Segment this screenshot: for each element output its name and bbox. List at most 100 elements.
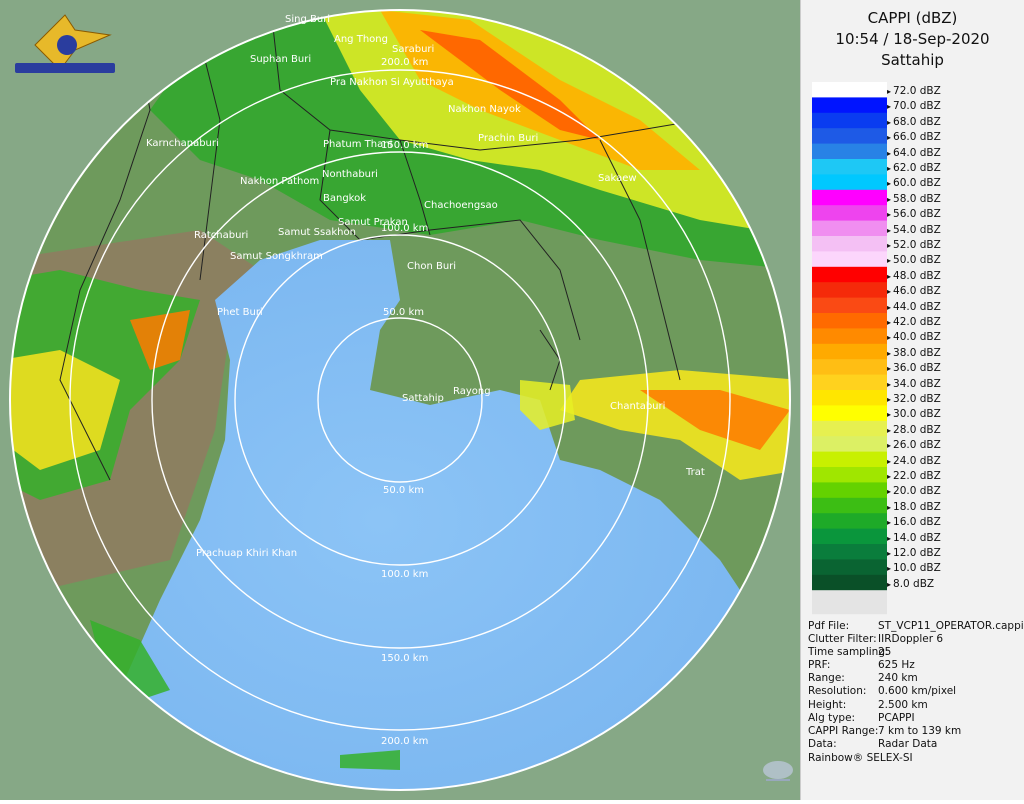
scale-swatch	[812, 143, 887, 160]
scale-label: 8.0 dBZ	[887, 578, 934, 590]
scale-swatch	[812, 528, 887, 545]
metadata-key: Time sampling:	[808, 646, 889, 659]
scale-label: 72.0 dBZ	[887, 85, 941, 97]
metadata-row: Resolution: 0.600 km/pixel	[808, 685, 1024, 698]
scale-label: 18.0 dBZ	[887, 501, 941, 513]
range-rings	[69, 69, 731, 731]
scale-label: 10.0 dBZ	[887, 562, 941, 574]
range-ring-outer	[9, 9, 791, 791]
scale-swatch	[812, 82, 887, 98]
metadata-value: ST_VCP11_OPERATOR.cappi	[878, 620, 1024, 632]
city-ang-thong: Ang Thong	[334, 34, 388, 45]
scale-swatch	[812, 174, 887, 191]
scale-swatch	[812, 313, 887, 329]
city-karnchanaburi: Karnchanaburi	[146, 138, 219, 149]
metadata-value: IIRDoppler 6	[878, 633, 944, 646]
product-title: CAPPI (dBZ)	[867, 9, 958, 27]
city-labels: Sing Buri Ang Thong Saraburi Suphan Buri…	[146, 14, 705, 559]
metadata-key: Alg type:	[808, 711, 856, 724]
dbz-color-scale: 72.0 dBZ 70.0 dBZ 68.0 dBZ 66.0 dBZ 64.0 dBZ…	[812, 82, 941, 620]
city-bangkok: Bangkok	[323, 193, 366, 204]
scale-swatch	[812, 205, 887, 222]
footer-credit: Rainbow® SELEX-SI	[808, 752, 913, 764]
scale-label: 64.0 dBZ	[887, 147, 941, 159]
color-scale-bars	[812, 82, 887, 615]
metadata-value: Radar Data	[878, 737, 938, 750]
scale-swatch	[812, 343, 887, 360]
city-sakaew: Sakaew	[598, 173, 637, 184]
city-chon-buri: Chon Buri	[407, 261, 456, 272]
metadata-key: Pdf File:	[808, 620, 850, 632]
station-label: Sattahip	[881, 51, 944, 69]
scale-label: 36.0 dBZ	[887, 362, 941, 374]
scale-swatch	[812, 282, 887, 299]
scale-swatch	[812, 574, 887, 591]
scale-label: 14.0 dBZ	[887, 532, 941, 544]
metadata-value: PCAPPI	[878, 711, 915, 724]
metadata-row: Alg type: PCAPPI	[808, 712, 1024, 725]
scale-label: 54.0 dBZ	[887, 224, 941, 236]
range-label-north-200: 200.0 km	[381, 57, 428, 68]
metadata-value: 240 km	[878, 672, 918, 685]
scale-swatch	[812, 189, 887, 206]
metadata-key: PRF:	[808, 659, 831, 672]
city-nakhon-nayok: Nakhon Nayok	[448, 104, 521, 115]
scale-swatch	[812, 559, 887, 576]
scale-label: 52.0 dBZ	[887, 239, 941, 251]
metadata-key: Data:	[808, 737, 837, 750]
scale-swatch	[812, 220, 887, 237]
range-label-north-150: 150.0 km	[381, 140, 428, 151]
range-label-north-100: 100.0 km	[381, 223, 428, 234]
scale-label: 48.0 dBZ	[887, 270, 941, 282]
scale-label: 58.0 dBZ	[887, 193, 941, 205]
scale-label: 34.0 dBZ	[887, 378, 941, 390]
city-rayong: Rayong	[453, 386, 491, 397]
city-chantaburi: Chantaburi	[610, 401, 665, 412]
info-panel: CAPPI (dBZ) 10:54 / 18-Sep-2020 Sattahip…	[800, 0, 1024, 800]
datetime-label: 10:54 / 18-Sep-2020	[835, 30, 990, 48]
metadata-value: 625 Hz	[878, 659, 915, 672]
scale-swatch	[812, 236, 887, 252]
city-nakhon-pathom: Nakhon Pathom	[240, 176, 319, 187]
city-ratchaburi: Ratchaburi	[194, 230, 248, 241]
scale-label: 56.0 dBZ	[887, 208, 941, 220]
scale-label: 44.0 dBZ	[887, 301, 941, 313]
scale-label: 22.0 dBZ	[887, 470, 941, 482]
scale-label: 70.0 dBZ	[887, 100, 941, 112]
scale-label: 30.0 dBZ	[887, 408, 941, 420]
range-label-north-50: 50.0 km	[383, 307, 424, 318]
metadata-row: CAPPI Range: 7 km to 139 km	[808, 725, 1024, 738]
scale-swatch	[812, 374, 887, 391]
scale-label: 26.0 dBZ	[887, 439, 941, 451]
range-label-200: 200.0 km	[381, 736, 428, 747]
metadata-value: 0.600 km/pixel	[878, 685, 957, 698]
scale-swatch	[812, 405, 887, 422]
metadata-list: Pdf File: ST_VCP11_OPERATOR.cappi Clutter …	[808, 620, 1024, 751]
scale-label: 68.0 dBZ	[887, 116, 941, 128]
scale-swatch	[812, 390, 887, 406]
city-phatum-thani: Phatum Thani	[323, 139, 392, 150]
scale-label: 46.0 dBZ	[887, 285, 941, 297]
range-label-50: 50.0 km	[383, 485, 424, 496]
metadata-row: PRF: 625 Hz	[808, 659, 1024, 672]
city-prachuap-khiri-khan: Prachuap Khiri Khan	[196, 548, 297, 559]
range-label-150: 150.0 km	[381, 653, 428, 664]
range-label-100: 100.0 km	[381, 569, 428, 580]
scale-label: 28.0 dBZ	[887, 424, 941, 436]
metadata-row: Time sampling: 25	[808, 646, 1024, 659]
scale-swatch	[812, 266, 887, 283]
city-samut-songkhram: Samut Songkhram	[230, 251, 323, 262]
metadata-key: Height:	[808, 698, 847, 711]
radar-map: 50.0 km 100.0 km 150.0 km 200.0 km 50.0 …	[0, 0, 800, 800]
selex-logo	[763, 761, 793, 781]
scale-swatch	[812, 159, 887, 175]
city-sing-buri: Sing Buri	[285, 14, 330, 25]
city-sattahip: Sattahip	[402, 393, 444, 404]
scale-label: 32.0 dBZ	[887, 393, 941, 405]
scale-swatch	[812, 482, 887, 499]
scale-swatch	[812, 97, 887, 114]
scale-swatch	[812, 497, 887, 514]
scale-swatch-empty	[812, 590, 887, 615]
scale-swatch	[812, 467, 887, 483]
city-samut-prakan: Samut Prakan	[338, 217, 408, 228]
